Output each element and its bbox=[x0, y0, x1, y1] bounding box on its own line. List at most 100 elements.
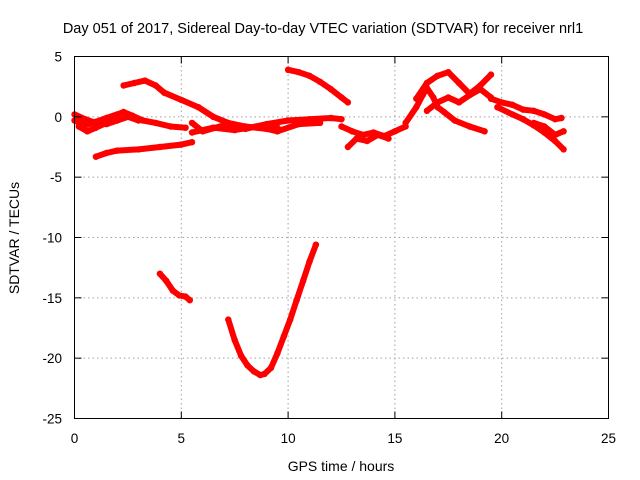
data-point bbox=[156, 270, 164, 277]
y-tick-label: -10 bbox=[42, 231, 62, 246]
data-point bbox=[466, 123, 473, 130]
data-point bbox=[455, 99, 463, 106]
data-point bbox=[280, 333, 287, 340]
data-point bbox=[188, 139, 196, 146]
data-point bbox=[430, 94, 437, 101]
data-point bbox=[344, 143, 352, 151]
data-point bbox=[440, 108, 448, 116]
data-point bbox=[267, 364, 275, 371]
data-point bbox=[558, 114, 565, 122]
chart-title: Day 051 of 2017, Sidereal Day-to-day VTE… bbox=[63, 21, 583, 37]
data-point bbox=[551, 116, 559, 123]
data-point bbox=[481, 128, 488, 135]
data-point bbox=[284, 117, 292, 124]
data-point bbox=[231, 126, 238, 134]
data-point bbox=[477, 85, 484, 93]
data-point bbox=[225, 316, 232, 323]
data-point bbox=[156, 143, 164, 151]
data-point bbox=[338, 116, 345, 123]
data-point bbox=[434, 72, 441, 80]
series-track-5 bbox=[92, 139, 195, 160]
data-point bbox=[509, 111, 516, 118]
data-point bbox=[487, 71, 495, 78]
data-point bbox=[124, 113, 132, 121]
data-point bbox=[195, 104, 202, 111]
data-point bbox=[75, 123, 83, 130]
data-point bbox=[114, 147, 121, 154]
data-point bbox=[114, 111, 121, 118]
x-tick-labels: 0 5 10 15 20 25 bbox=[71, 431, 616, 446]
data-point bbox=[82, 116, 89, 123]
x-tick-label: 15 bbox=[387, 431, 402, 446]
data-point bbox=[188, 129, 196, 136]
data-point bbox=[161, 89, 168, 96]
data-point bbox=[92, 124, 100, 131]
data-point bbox=[519, 106, 527, 113]
y-tick-label: -5 bbox=[50, 170, 62, 185]
data-point bbox=[178, 96, 185, 104]
data-point bbox=[84, 128, 91, 135]
y-axis-label: SDTVAR / TECUs bbox=[6, 182, 22, 294]
data-point bbox=[509, 101, 516, 109]
data-point bbox=[152, 82, 159, 89]
data-point bbox=[103, 149, 110, 157]
data-point bbox=[188, 119, 196, 127]
data-point bbox=[120, 82, 127, 89]
data-point bbox=[413, 104, 420, 111]
axis-ticks bbox=[74, 56, 609, 419]
x-tick-label: 25 bbox=[601, 431, 616, 446]
data-point bbox=[131, 79, 138, 87]
data-point bbox=[244, 362, 251, 369]
data-point bbox=[261, 370, 268, 378]
data-point bbox=[327, 85, 334, 93]
data-point bbox=[551, 137, 559, 145]
y-tick-label: -25 bbox=[42, 412, 62, 427]
data-point bbox=[274, 350, 281, 357]
data-point bbox=[423, 79, 431, 87]
data-point bbox=[413, 95, 420, 102]
data-point bbox=[210, 124, 217, 131]
data-point bbox=[250, 368, 258, 375]
data-series bbox=[71, 66, 567, 379]
data-point bbox=[374, 131, 381, 139]
data-point bbox=[152, 119, 159, 127]
data-point bbox=[519, 116, 527, 123]
data-point bbox=[295, 69, 302, 76]
data-point bbox=[385, 135, 392, 142]
series-track-16 bbox=[530, 119, 567, 138]
y-tick-label: 5 bbox=[54, 50, 62, 65]
data-point bbox=[494, 104, 501, 111]
data-point bbox=[167, 123, 174, 130]
data-point bbox=[541, 111, 548, 118]
data-point bbox=[135, 146, 142, 153]
y-tick-labels: -25 -20 -15 -10 -5 0 5 bbox=[42, 50, 62, 427]
data-point bbox=[287, 316, 294, 323]
data-point bbox=[306, 258, 313, 265]
data-point bbox=[312, 241, 320, 248]
data-point bbox=[120, 108, 127, 116]
x-axis-label: GPS time / hours bbox=[288, 458, 395, 474]
y-tick-label: -20 bbox=[42, 351, 62, 366]
data-point bbox=[210, 113, 217, 121]
x-tick-label: 10 bbox=[281, 431, 296, 446]
data-point bbox=[423, 107, 431, 115]
data-point bbox=[445, 94, 452, 101]
y-tick-label: 0 bbox=[54, 110, 62, 125]
data-point bbox=[141, 77, 149, 84]
x-tick-label: 5 bbox=[178, 431, 186, 446]
x-tick-label: 0 bbox=[71, 431, 79, 446]
series-track-3 bbox=[75, 119, 110, 135]
data-point bbox=[284, 66, 292, 74]
data-point bbox=[359, 131, 367, 139]
data-point bbox=[434, 99, 441, 106]
y-tick-label: -15 bbox=[42, 291, 62, 306]
data-point bbox=[182, 124, 189, 131]
data-point bbox=[293, 297, 300, 304]
data-point bbox=[92, 153, 100, 160]
data-point bbox=[299, 277, 307, 285]
data-point bbox=[530, 119, 537, 127]
data-point bbox=[551, 131, 559, 139]
data-point bbox=[103, 119, 110, 127]
data-point bbox=[530, 107, 537, 115]
